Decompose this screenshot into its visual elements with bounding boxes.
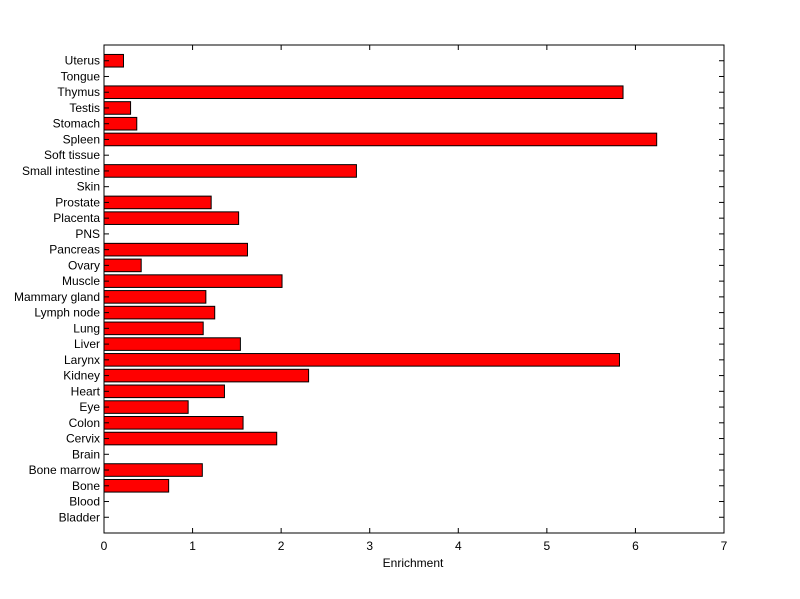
bar-prostate: [103, 195, 212, 210]
y-tick-label-small-intestine: Small intestine: [22, 164, 100, 178]
y-tick-label-blood: Blood: [69, 495, 100, 509]
y-tick-label-spleen: Spleen: [63, 132, 100, 146]
bar-bone: [103, 478, 170, 493]
y-tick-label-lymph-node: Lymph node: [34, 306, 100, 320]
bar-small-intestine: [103, 164, 357, 178]
y-tick-label-soft-tissue: Soft tissue: [44, 148, 100, 162]
y-tick-label-lung: Lung: [73, 321, 100, 335]
y-tick-label-kidney: Kidney: [63, 369, 100, 383]
bar-pancreas: [103, 242, 248, 257]
bar-ovary: [103, 258, 142, 273]
y-tick-label-skin: Skin: [77, 180, 100, 194]
bar-thymus: [103, 85, 624, 100]
y-tick-label-bone-marrow: Bone marrow: [29, 463, 101, 477]
y-tick-label-bone: Bone: [72, 479, 100, 493]
bar-muscle: [103, 274, 283, 288]
y-tick-label-liver: Liver: [74, 337, 100, 351]
bars-layer: [103, 53, 658, 493]
bar-larynx: [103, 353, 620, 367]
y-tick-label-stomach: Stomach: [53, 117, 100, 131]
bar-eye: [103, 400, 189, 414]
y-tick-label-bladder: Bladder: [59, 510, 100, 524]
y-tick-label-colon: Colon: [69, 416, 100, 430]
bar-bone-marrow: [103, 463, 203, 477]
y-tick-label-tongue: Tongue: [61, 69, 101, 83]
y-tick-label-cervix: Cervix: [66, 432, 100, 446]
y-tick-label-eye: Eye: [79, 400, 100, 414]
y-tick-label-brain: Brain: [72, 447, 100, 461]
x-tick-label-4: 4: [455, 539, 462, 553]
y-tick-label-ovary: Ovary: [68, 258, 100, 272]
bar-lymph-node: [103, 305, 216, 320]
bar-heart: [103, 384, 225, 399]
bar-lung: [103, 321, 204, 336]
y-tick-label-testis: Testis: [69, 101, 100, 115]
bar-colon: [103, 416, 244, 430]
bar-spleen: [103, 132, 658, 147]
y-tick-label-pancreas: Pancreas: [49, 243, 100, 257]
x-tick-label-5: 5: [544, 539, 551, 553]
ticks-layer: [103, 45, 725, 533]
y-tick-label-uterus: Uterus: [65, 54, 100, 68]
x-axis-label: Enrichment: [383, 556, 444, 570]
y-tick-label-pns: PNS: [75, 227, 100, 241]
plot-frame: [103, 44, 725, 534]
x-tick-label-7: 7: [721, 539, 728, 553]
bar-mammary-gland: [103, 290, 207, 304]
bar-cervix: [103, 431, 278, 446]
y-tick-label-larynx: Larynx: [64, 353, 100, 367]
x-tick-label-2: 2: [278, 539, 285, 553]
bar-placenta: [103, 211, 240, 225]
y-tick-label-muscle: Muscle: [62, 274, 100, 288]
y-tick-label-heart: Heart: [71, 384, 101, 398]
bar-kidney: [103, 368, 310, 383]
x-tick-label-1: 1: [189, 539, 196, 553]
y-tick-label-placenta: Placenta: [53, 211, 100, 225]
y-tick-label-thymus: Thymus: [57, 85, 100, 99]
x-tick-label-0: 0: [101, 539, 108, 553]
y-tick-label-mammary-gland: Mammary gland: [14, 290, 100, 304]
x-tick-label-6: 6: [632, 539, 639, 553]
y-tick-label-prostate: Prostate: [55, 195, 100, 209]
x-tick-label-3: 3: [366, 539, 373, 553]
bar-liver: [103, 337, 241, 351]
